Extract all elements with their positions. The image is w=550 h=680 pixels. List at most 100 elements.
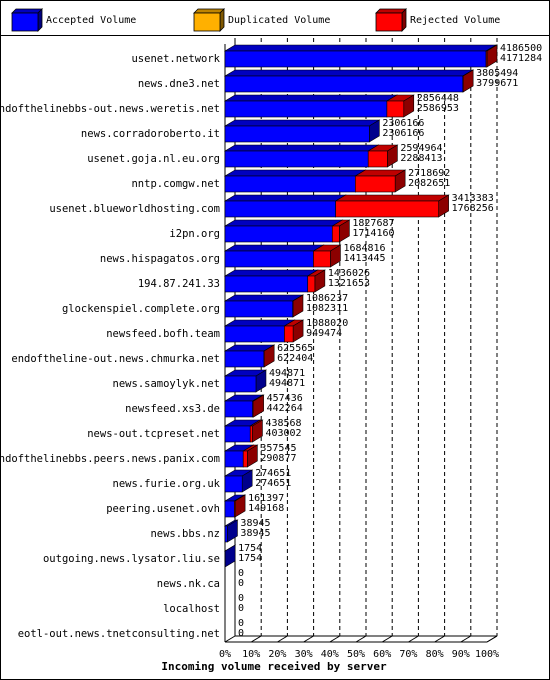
accepted-label: 1768256 <box>452 203 494 214</box>
accepted-label: 274651 <box>255 478 291 489</box>
total-label: 1684816 <box>343 243 385 254</box>
x-tick <box>303 635 314 643</box>
category-label: localhost <box>163 603 220 615</box>
total-label: 1088020 <box>306 318 348 329</box>
accepted-label: 0 <box>238 578 244 589</box>
category-label: news.furie.org.uk <box>113 478 221 490</box>
category-label: usenet.network <box>131 53 220 65</box>
bar-top <box>223 194 347 202</box>
x-tick-label: 90% <box>452 649 470 660</box>
total-label: 4186500 <box>500 43 542 54</box>
bar <box>307 275 316 293</box>
category-label: usenet.blueworldhosting.com <box>49 203 220 215</box>
accepted-label: 1413445 <box>343 253 385 264</box>
x-tick-label: 100% <box>475 649 499 660</box>
accepted-label: 1754 <box>238 553 262 564</box>
bar <box>224 375 257 393</box>
bar <box>224 500 235 518</box>
total-label: 1827687 <box>352 218 394 229</box>
bar <box>224 275 309 293</box>
bar <box>224 475 243 493</box>
accepted-label: 38945 <box>240 528 270 539</box>
legend-swatch <box>193 12 221 32</box>
accepted-label: 290877 <box>260 453 296 464</box>
bar <box>355 175 396 193</box>
bar <box>224 425 251 443</box>
accepted-label: 1321653 <box>328 278 370 289</box>
category-label: news-out.tcpreset.net <box>87 428 220 440</box>
category-label: news.dne3.net <box>138 78 220 90</box>
total-label: 3805494 <box>476 68 518 79</box>
category-label: outgoing.news.lysator.liu.se <box>43 553 220 565</box>
bar <box>224 450 244 468</box>
category-label: news.hispagatos.org <box>100 253 220 265</box>
bar <box>252 400 254 418</box>
x-tick <box>486 635 498 643</box>
bar-top <box>223 94 398 102</box>
total-label: 2594964 <box>400 143 442 154</box>
x-tick-label: 60% <box>373 649 391 660</box>
legend-label: Rejected Volume <box>410 15 500 26</box>
bar-top <box>223 244 325 252</box>
accepted-label: 442264 <box>267 403 303 414</box>
total-label: 0 <box>238 593 244 604</box>
total-label: 1086237 <box>306 293 348 304</box>
bar <box>224 225 333 243</box>
bar <box>224 400 253 418</box>
bar <box>331 225 340 243</box>
x-tick <box>329 635 341 643</box>
total-label: 2306166 <box>382 118 424 129</box>
bar <box>224 325 285 343</box>
bar <box>367 150 388 168</box>
category-label: nntp.comgw.net <box>131 178 220 190</box>
bar-top <box>223 294 304 302</box>
category-label: glockenspiel.complete.org <box>62 303 220 315</box>
bar <box>485 50 488 68</box>
bar <box>313 250 331 268</box>
accepted-label: 1082311 <box>306 303 348 314</box>
total-label: 625565 <box>277 343 313 354</box>
x-tick-label: 20% <box>268 649 286 660</box>
bar-top <box>223 169 367 177</box>
accepted-label: 1714160 <box>352 228 394 239</box>
legend-label: Duplicated Volume <box>228 15 330 26</box>
x-tick <box>434 635 445 643</box>
bar-top <box>223 269 319 277</box>
category-label: endofthelinebbs-out.news.weretis.net <box>0 103 220 115</box>
bar <box>224 250 314 268</box>
bar <box>234 500 236 518</box>
x-tick-label: 40% <box>321 649 339 660</box>
bar <box>224 525 228 543</box>
legend-swatch <box>11 12 39 32</box>
bar <box>284 325 294 343</box>
category-label: news.bbs.nz <box>150 528 220 540</box>
category-label: 194.87.241.33 <box>138 278 220 290</box>
legend-swatch-top <box>375 8 407 14</box>
x-tick <box>250 635 262 643</box>
bar-top <box>223 44 498 52</box>
legend-label: Accepted Volume <box>46 15 136 26</box>
accepted-label: 2288413 <box>400 153 442 164</box>
x-tick-label: 0% <box>219 649 231 660</box>
bar <box>224 75 464 93</box>
accepted-label: 403002 <box>265 428 301 439</box>
accepted-label: 2306166 <box>382 128 424 139</box>
bar-top <box>334 194 450 202</box>
accepted-label: 949474 <box>306 328 342 339</box>
category-label: newsfeed.bofh.team <box>106 328 220 340</box>
total-label: 2856448 <box>417 93 459 104</box>
total-label: 161397 <box>248 493 284 504</box>
x-tick-label: 10% <box>242 649 260 660</box>
x-tick <box>381 635 393 643</box>
bar <box>224 200 336 218</box>
bar-top <box>223 319 296 327</box>
total-label: 1436026 <box>328 268 370 279</box>
category-label: news.nk.ca <box>157 578 220 590</box>
category-label: usenet.goja.nl.eu.org <box>87 153 220 165</box>
total-label: 0 <box>238 618 244 629</box>
bar <box>224 100 388 118</box>
accepted-label: 622404 <box>277 353 313 364</box>
bar-top <box>223 69 474 77</box>
bar <box>224 350 265 368</box>
